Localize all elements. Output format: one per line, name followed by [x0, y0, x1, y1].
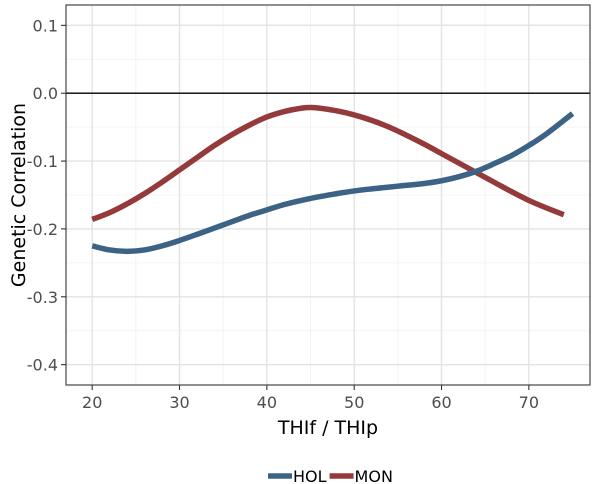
- y-axis-ticks: 0.1 0.0 -0.1 -0.2 -0.3 -0.4: [27, 16, 66, 375]
- y-tick-label: -0.3: [27, 288, 58, 307]
- series-layer: [91, 104, 575, 255]
- legend-label-hol: HOL: [293, 467, 327, 484]
- x-tick-label: 60: [431, 393, 451, 412]
- x-tick-label: 30: [169, 393, 189, 412]
- x-tick-label: 20: [82, 393, 102, 412]
- y-tick-label: -0.4: [27, 356, 58, 375]
- y-tick-label: -0.2: [27, 220, 58, 239]
- x-tick-label: 50: [344, 393, 364, 412]
- legend: HOL MON: [268, 467, 393, 484]
- y-tick-label: 0.0: [33, 84, 58, 103]
- x-axis-ticks: 20 30 40 50 60 70: [82, 385, 539, 412]
- y-tick-label: -0.1: [27, 152, 58, 171]
- x-tick-label: 70: [519, 393, 539, 412]
- y-tick-label: 0.1: [33, 16, 58, 35]
- x-tick-label: 40: [257, 393, 277, 412]
- grid-minor: [66, 5, 590, 385]
- x-axis-title: THIf / THIp: [277, 417, 378, 439]
- series-line-hol: [91, 111, 575, 255]
- panel-border: [65, 4, 591, 386]
- series-line-mon: [91, 104, 565, 222]
- legend-label-mon: MON: [355, 467, 393, 484]
- y-axis-title: Genetic Correlation: [8, 103, 30, 287]
